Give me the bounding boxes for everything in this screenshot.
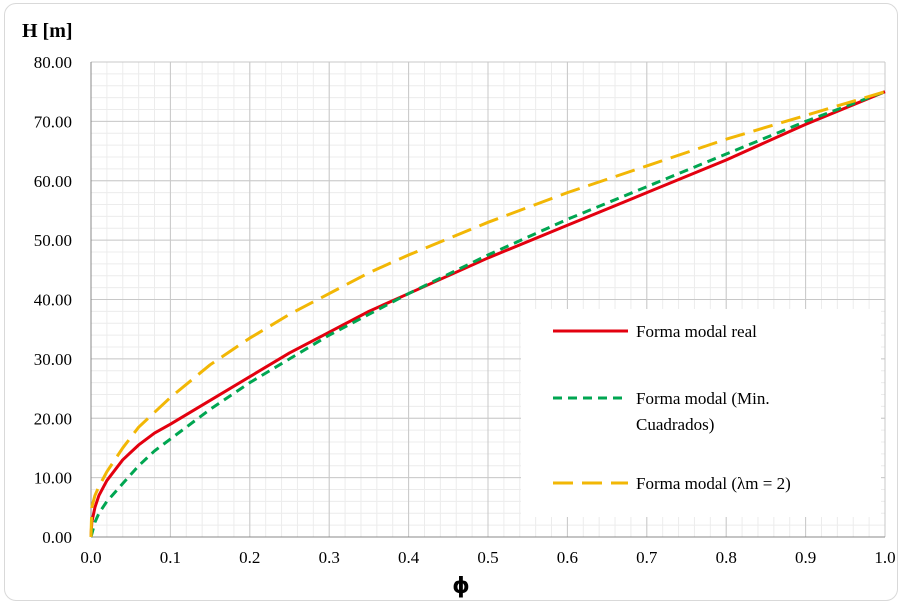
legend: Forma modal real Forma modal (Min. Cuadrad…	[521, 309, 881, 517]
y-tick-label: 80.00	[34, 53, 72, 72]
x-tick-label: 0.1	[160, 548, 181, 567]
y-tick-label: 10.00	[34, 469, 72, 488]
y-axis-title: H [m]	[22, 20, 73, 42]
x-tick-label: 0.8	[716, 548, 737, 567]
y-tick-label: 50.00	[34, 231, 72, 250]
x-tick-label: 0.5	[477, 548, 498, 567]
x-tick-label: 0.7	[636, 548, 658, 567]
x-tick-label: 0.6	[557, 548, 578, 567]
x-axis-title: ϕ	[452, 574, 470, 599]
x-tick-label: 1.0	[874, 548, 895, 567]
y-tick-label: 20.00	[34, 409, 72, 428]
x-tick-label: 0.9	[795, 548, 816, 567]
legend-background	[521, 309, 881, 517]
x-tick-label: 0.2	[239, 548, 260, 567]
legend-label-2: Forma modal (Min.	[636, 389, 770, 408]
y-tick-label: 70.00	[34, 112, 72, 131]
y-tick-label: 0.00	[42, 528, 72, 547]
y-tick-label: 60.00	[34, 172, 72, 191]
x-tick-label: 0.0	[80, 548, 101, 567]
legend-label-3: Forma modal (λm = 2)	[636, 474, 791, 493]
legend-label-2: Cuadrados)	[636, 415, 714, 434]
y-tick-label: 40.00	[34, 291, 72, 310]
series-layer	[89, 90, 886, 538]
y-tick-label: 30.00	[34, 350, 72, 369]
x-tick-label: 0.3	[319, 548, 340, 567]
legend-label-1: Forma modal real	[636, 322, 757, 341]
series-line-1	[89, 90, 886, 538]
x-tick-label: 0.4	[398, 548, 420, 567]
series-line-3	[89, 90, 886, 538]
tick-labels: 0.0 0.1 0.2 0.3 0.4 0.5 0.6 0.7 0.8 0.9 1.0 0.00 10.…	[34, 53, 896, 567]
